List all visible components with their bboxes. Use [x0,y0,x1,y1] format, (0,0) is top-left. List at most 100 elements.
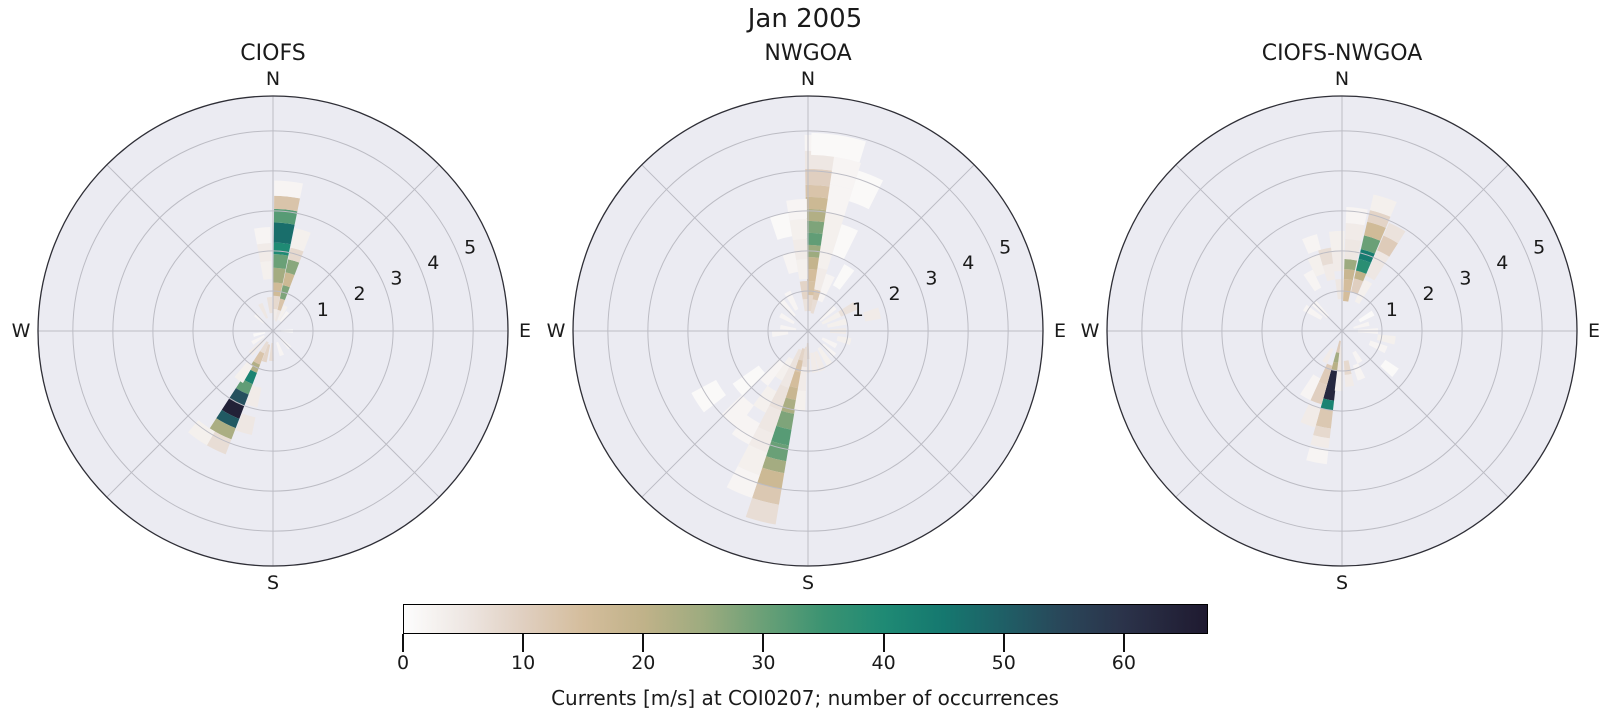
rose-cell [188,419,215,446]
grid-spoke [1341,330,1509,498]
rose-cell [848,170,884,210]
rose-subplot-ciofs-nwgoa: N E S W 1 2 3 4 5 [1081,68,1600,594]
rose-cell [821,311,842,325]
compass-label-w: W [547,320,566,342]
rose-cell [1328,230,1345,252]
rose-cell [811,132,866,163]
rose-cell [260,260,272,280]
rose-cell [285,259,300,275]
rose-cell [806,256,820,270]
grid-spoke [1175,330,1343,498]
colorbar-tick-label: 10 [511,652,536,674]
rose-cell [817,346,833,367]
rose-cell [1358,310,1375,323]
colorbar-tick-label: 60 [1111,652,1136,674]
rose-cell [732,365,766,397]
rose-cell [1344,238,1362,261]
rose-cell [780,366,796,388]
rose-cell [817,273,835,303]
colorbar-tick [1122,634,1125,652]
rose-cell [782,252,799,275]
rose-cell [1310,382,1328,405]
radial-tick-label: 3 [390,268,402,290]
rose-cell [235,413,256,435]
rose-cell [1333,352,1340,363]
rose-cell [259,341,269,354]
compass-label-w: W [1081,320,1100,342]
rose-cell [797,366,807,392]
rose-cell [813,351,826,372]
rose-cell [1351,278,1364,295]
grid-spoke [1175,164,1343,332]
colorbar-tick [762,634,765,652]
rose-cell [805,208,828,223]
rose-cell [242,368,257,385]
colorbar-tick [642,634,645,652]
rose-cell [779,312,795,325]
rose-cell [1343,278,1353,302]
rose-cell [825,184,853,217]
grid-spoke [641,330,809,498]
rose-cell [277,305,288,321]
rose-cell [792,238,808,260]
rose-cell [771,425,792,446]
rose-cell [1345,222,1365,241]
rose-cell [752,482,782,505]
colorbar-tick [522,634,525,652]
radial-tick-label: 4 [427,252,439,274]
rose-cell [273,242,291,256]
rose-cell [721,394,754,429]
rose-cell [275,309,281,322]
rose-cell [253,351,265,365]
rose-cell [1377,235,1398,257]
colorbar-tick [402,634,404,652]
rose-cell [1336,340,1341,353]
rose-cell [261,344,271,363]
rose-cell [1360,235,1381,254]
rose-subplot-ciofs: N E S W 1 2 3 4 5 [12,68,531,594]
rose-cell [805,196,829,211]
radial-tick-label: 5 [464,236,476,258]
colorbar-tick-label: 30 [751,652,776,674]
compass-label-n: N [1335,68,1349,90]
radial-tick-label: 3 [1459,268,1471,290]
grid-spoke [641,164,809,332]
rose-cell [832,224,859,260]
rose-cell [248,361,261,373]
compass-label-e: E [1588,320,1600,342]
rose-cell [794,390,806,412]
rose-cell [1364,221,1386,241]
rose-cell [1331,250,1345,272]
rose-cell [799,280,808,300]
rose-cell [806,220,826,235]
rose-cell [1303,269,1322,292]
radial-tick-label: 2 [1423,283,1435,305]
radial-tick-label: 1 [1386,299,1398,321]
rose-cell [810,352,819,373]
rose-cell [814,267,828,291]
rose-cell [691,379,726,413]
rose-cell [801,346,808,368]
colorbar [403,604,1208,634]
rose-cell [1369,194,1397,217]
rose-cells [691,132,884,525]
rose-cell [273,267,286,284]
colorbar-tick-label: 40 [871,652,896,674]
rose-cell [266,296,273,314]
subplot-title-nwgoa: NWGOA [764,41,852,66]
colorbar-tick [1002,634,1005,652]
radial-tick-label: 1 [852,299,864,321]
rose-cell [1353,321,1370,329]
rose-cell [1383,222,1406,244]
rose-cell [277,298,285,311]
rose-cell [253,331,266,337]
rose-cell [731,414,760,445]
rose-cell [784,290,799,311]
rose-cell [810,299,818,314]
rose-cell [273,208,298,225]
compass-label-w: W [12,320,31,342]
grid-spoke [807,330,975,498]
rose-cell [254,226,271,245]
rose-cell [273,254,289,270]
